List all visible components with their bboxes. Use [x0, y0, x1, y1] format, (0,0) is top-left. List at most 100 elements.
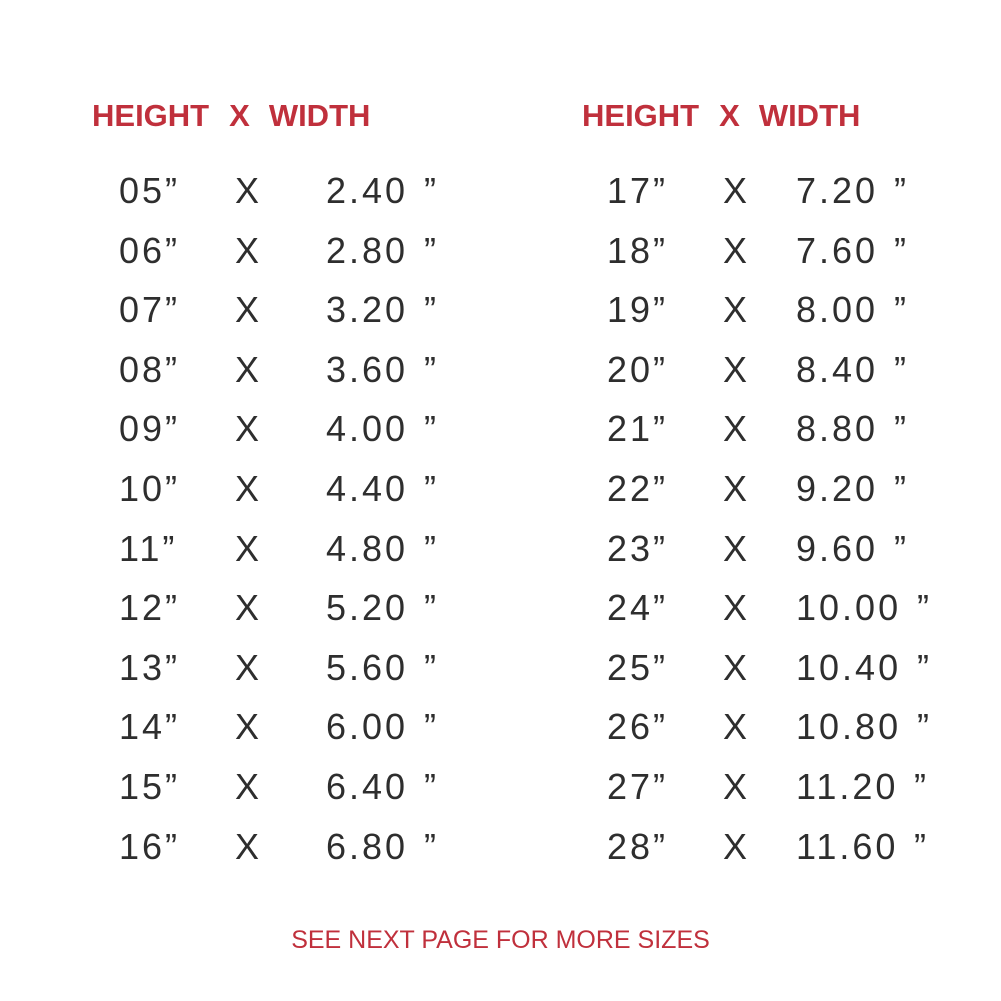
height-value: 09” [119, 408, 181, 450]
inch-mark: ” [894, 468, 909, 509]
width-value: 10.40 [796, 646, 902, 688]
width-value: 8.80 [796, 408, 879, 450]
width-value: 7.60 [796, 229, 879, 271]
height-value: 27” [607, 766, 669, 807]
times-sign: X [235, 229, 263, 271]
height-value: 14” [119, 706, 181, 748]
height-value: 28” [607, 825, 669, 867]
inch-mark: ” [894, 289, 909, 331]
inch-mark: ” [424, 170, 439, 211]
times-sign: X [723, 348, 751, 390]
width-value: 3.60 [326, 348, 409, 390]
height-value: 24” [607, 587, 669, 629]
inch-mark: ” [917, 646, 932, 688]
inch-mark: ” [424, 348, 439, 390]
height-value: 21” [607, 408, 669, 450]
inch-mark: ” [917, 706, 932, 748]
width-value: 4.80 [326, 527, 409, 569]
times-sign: X [723, 646, 751, 688]
width-value: 8.40 [796, 348, 879, 390]
times-sign: X [235, 468, 263, 509]
header-height: HEIGHT [582, 98, 700, 133]
times-sign: X [723, 527, 751, 569]
height-value: 17” [607, 170, 669, 211]
times-sign: X [723, 229, 751, 271]
height-value: 07” [119, 289, 181, 331]
width-value: 6.00 [326, 706, 409, 748]
times-sign: X [235, 587, 263, 629]
height-value: 11” [119, 527, 178, 569]
inch-mark: ” [424, 825, 439, 867]
times-sign: X [723, 587, 751, 629]
width-value: 8.00 [796, 289, 879, 331]
width-value: 5.20 [326, 587, 409, 629]
inch-mark: ” [894, 408, 909, 450]
header-height: HEIGHT [92, 98, 210, 133]
inch-mark: ” [424, 229, 439, 271]
inch-mark: ” [424, 289, 439, 331]
height-value: 18” [607, 229, 669, 271]
width-value: 6.40 [326, 766, 409, 807]
height-value: 16” [119, 825, 181, 867]
times-sign: X [235, 706, 263, 748]
inch-mark: ” [894, 527, 909, 569]
width-value: 4.40 [326, 468, 409, 509]
height-value: 06” [119, 229, 181, 271]
header-x: X [719, 98, 740, 133]
column-header: HEIGHT X WIDTH [92, 98, 370, 134]
height-value: 12” [119, 587, 181, 629]
height-value: 10” [119, 468, 181, 509]
width-value: 9.20 [796, 468, 879, 509]
size-column-right: HEIGHT X WIDTH 17” X 7.20 ” 18” X 7.60 ” 19” X 8.00 ”… [490, 0, 970, 900]
height-value: 26” [607, 706, 669, 748]
times-sign: X [723, 468, 751, 509]
height-value: 13” [119, 646, 181, 688]
times-sign: X [723, 825, 751, 867]
column-header: HEIGHT X WIDTH [582, 98, 860, 134]
times-sign: X [235, 170, 263, 211]
times-sign: X [235, 408, 263, 450]
width-value: 2.40 [326, 170, 409, 211]
times-sign: X [723, 170, 751, 211]
inch-mark: ” [424, 408, 439, 450]
width-value: 4.00 [326, 408, 409, 450]
inch-mark: ” [894, 170, 909, 211]
inch-mark: ” [917, 587, 932, 629]
inch-mark: ” [894, 348, 909, 390]
times-sign: X [235, 825, 263, 867]
width-value: 10.00 [796, 587, 902, 629]
times-sign: X [235, 527, 263, 569]
inch-mark: ” [914, 766, 929, 807]
times-sign: X [723, 408, 751, 450]
inch-mark: ” [424, 527, 439, 569]
times-sign: X [723, 289, 751, 331]
times-sign: X [235, 289, 263, 331]
height-value: 20” [607, 348, 669, 390]
inch-mark: ” [424, 468, 439, 509]
height-value: 15” [119, 766, 181, 807]
width-value: 6.80 [326, 825, 409, 867]
header-x: X [229, 98, 250, 133]
width-value: 11.60 [796, 825, 899, 867]
width-value: 11.20 [796, 766, 899, 807]
times-sign: X [235, 348, 263, 390]
header-width: WIDTH [758, 98, 861, 133]
width-value: 9.60 [796, 527, 879, 569]
inch-mark: ” [894, 229, 909, 271]
inch-mark: ” [424, 706, 439, 748]
times-sign: X [235, 766, 263, 807]
height-value: 19” [607, 289, 669, 331]
inch-mark: ” [914, 825, 929, 867]
inch-mark: ” [424, 646, 439, 688]
inch-mark: ” [424, 587, 439, 629]
width-value: 5.60 [326, 646, 409, 688]
width-value: 7.20 [796, 170, 879, 211]
width-value: 2.80 [326, 229, 409, 271]
width-value: 3.20 [326, 289, 409, 331]
inch-mark: ” [424, 766, 439, 807]
times-sign: X [723, 766, 751, 807]
height-value: 08” [119, 348, 181, 390]
height-value: 25” [607, 646, 669, 688]
height-value: 05” [119, 170, 181, 211]
times-sign: X [235, 646, 263, 688]
